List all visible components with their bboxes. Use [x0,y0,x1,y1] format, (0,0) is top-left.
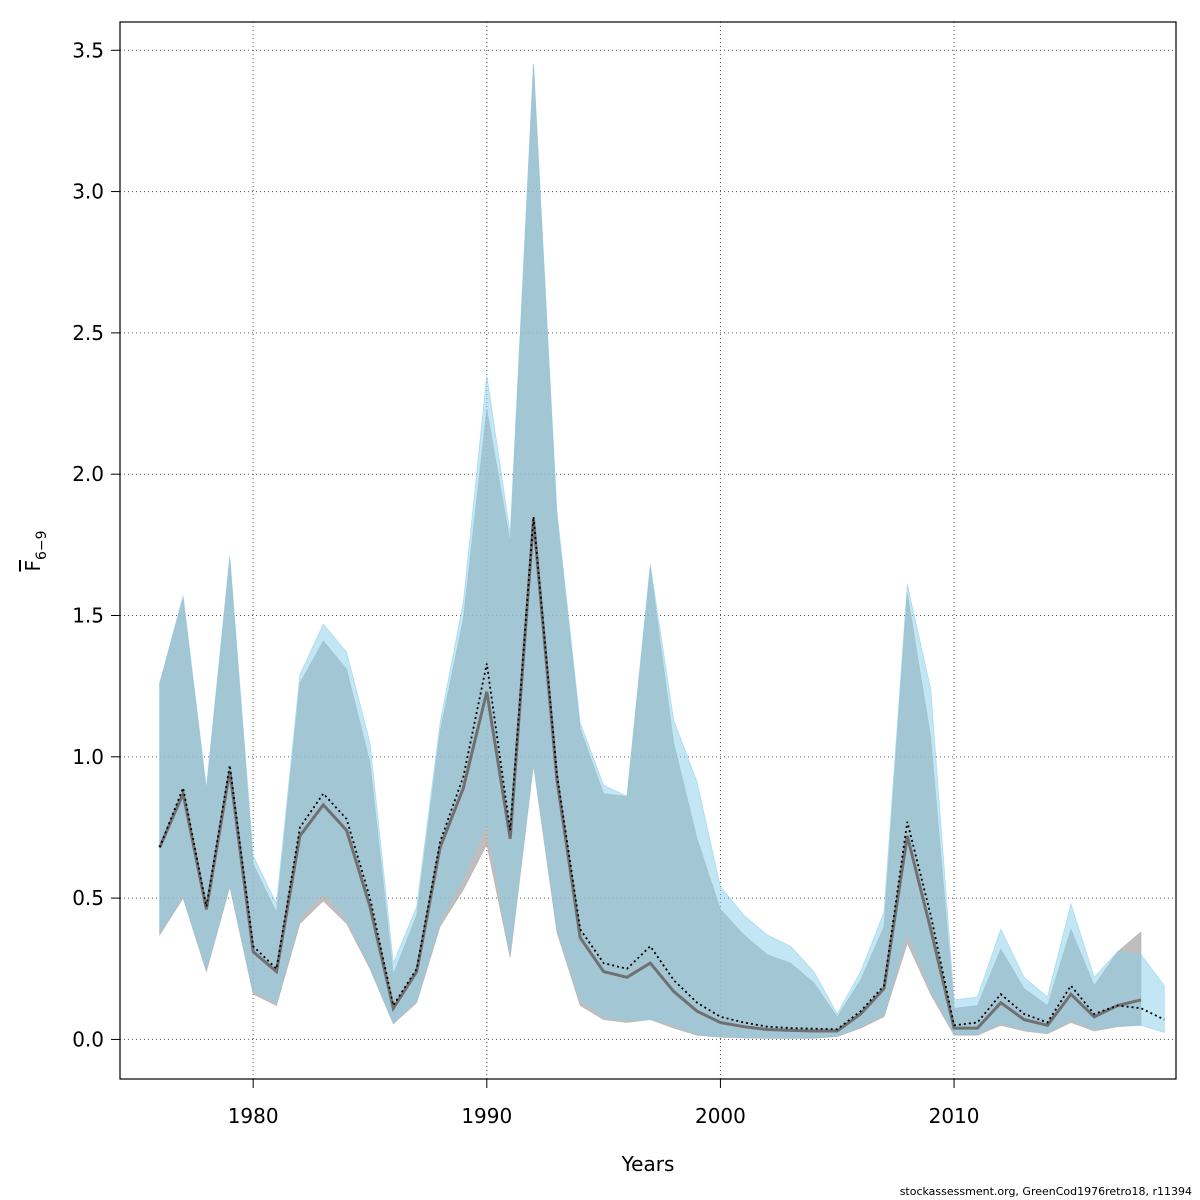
x-axis-title: Years [621,1152,675,1176]
y-tick-label: 3.0 [72,180,104,204]
y-tick-label: 1.0 [72,745,104,769]
svg-text:F6−9: F6−9 [21,530,50,571]
y-axis-title-main: F [21,560,45,572]
y-axis-title: F6−9 [21,530,50,571]
series-line-1 [158,519,1142,1033]
x-tick-label: 1980 [228,1104,279,1128]
axis-layer: 1980 1990 2000 2010 0.0 0.5 1.0 1.5 2.0 2.5 3.0 3.5 [72,38,979,1128]
line-layer [158,516,1165,1033]
y-tick-label: 0.5 [72,886,104,910]
y-tick-label: 2.5 [72,321,104,345]
x-tick-label: 2000 [695,1104,746,1128]
x-tick-label: 1990 [461,1104,512,1128]
y-tick-label: 3.5 [72,38,104,62]
y-tick-label: 1.5 [72,604,104,628]
source-footer: stockassessment.org, GreenCod1976retro18… [899,1185,1192,1198]
plot-frame [119,21,1177,1080]
y-axis-title-subscript: 6−9 [34,530,50,560]
x-tick-label: 2010 [929,1104,980,1128]
y-tick-label: 2.0 [72,462,104,486]
confidence-band-2 [159,64,1165,1039]
y-tick-label: 0.0 [72,1027,104,1051]
band-layer [159,64,1165,1039]
